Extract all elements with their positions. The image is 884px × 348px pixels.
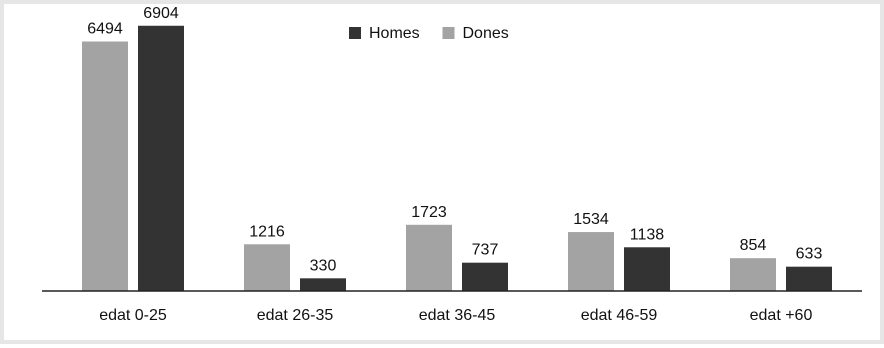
legend-label-dones: Dones [463,25,509,42]
value-label-homes-edat-36-45: 737 [472,242,499,259]
category-label-edat-46-59: edat 46-59 [581,307,658,324]
value-label-homes-edat-46-59: 1138 [630,226,665,243]
category-label-edat-60: edat +60 [750,307,813,324]
bar-dones-edat-36-45 [406,225,452,291]
value-labels-group: 6494 6904 1216 330 1723 737 1534 1138 854 633 [87,5,822,275]
category-labels-group: edat 0-25 edat 26-35 edat 36-45 edat 46-59 e… [99,307,812,324]
bars-group [82,26,832,291]
category-label-edat-36-45: edat 36-45 [419,307,496,324]
legend-label-homes: Homes [369,25,420,42]
bar-dones-edat-60 [730,258,776,291]
category-label-edat-0-25: edat 0-25 [99,307,167,324]
bar-homes-edat-60 [786,267,832,291]
legend-swatch-homes [349,27,361,39]
value-label-dones-edat-26-35: 1216 [249,223,285,240]
bar-homes-edat-36-45 [462,263,508,291]
bar-dones-edat-0-25 [82,42,128,291]
bar-dones-edat-46-59 [568,232,614,291]
bar-homes-edat-46-59 [624,247,670,291]
value-label-dones-edat-46-59: 1534 [573,211,609,228]
value-label-dones-edat-60: 854 [740,237,767,254]
chart-legend: Homes Dones [349,25,509,42]
bar-chart: Homes Dones 6494 6904 1216 330 1723 737 1534 113… [4,4,884,348]
value-label-homes-edat-60: 633 [796,246,823,263]
category-label-edat-26-35: edat 26-35 [257,307,334,324]
legend-swatch-dones [443,27,455,39]
value-label-dones-edat-0-25: 6494 [87,21,123,38]
value-label-homes-edat-0-25: 6904 [143,5,179,22]
value-label-homes-edat-26-35: 330 [310,257,337,274]
value-label-dones-edat-36-45: 1723 [411,204,447,221]
bar-dones-edat-26-35 [244,244,290,291]
bar-homes-edat-26-35 [300,278,346,291]
bar-homes-edat-0-25 [138,26,184,291]
